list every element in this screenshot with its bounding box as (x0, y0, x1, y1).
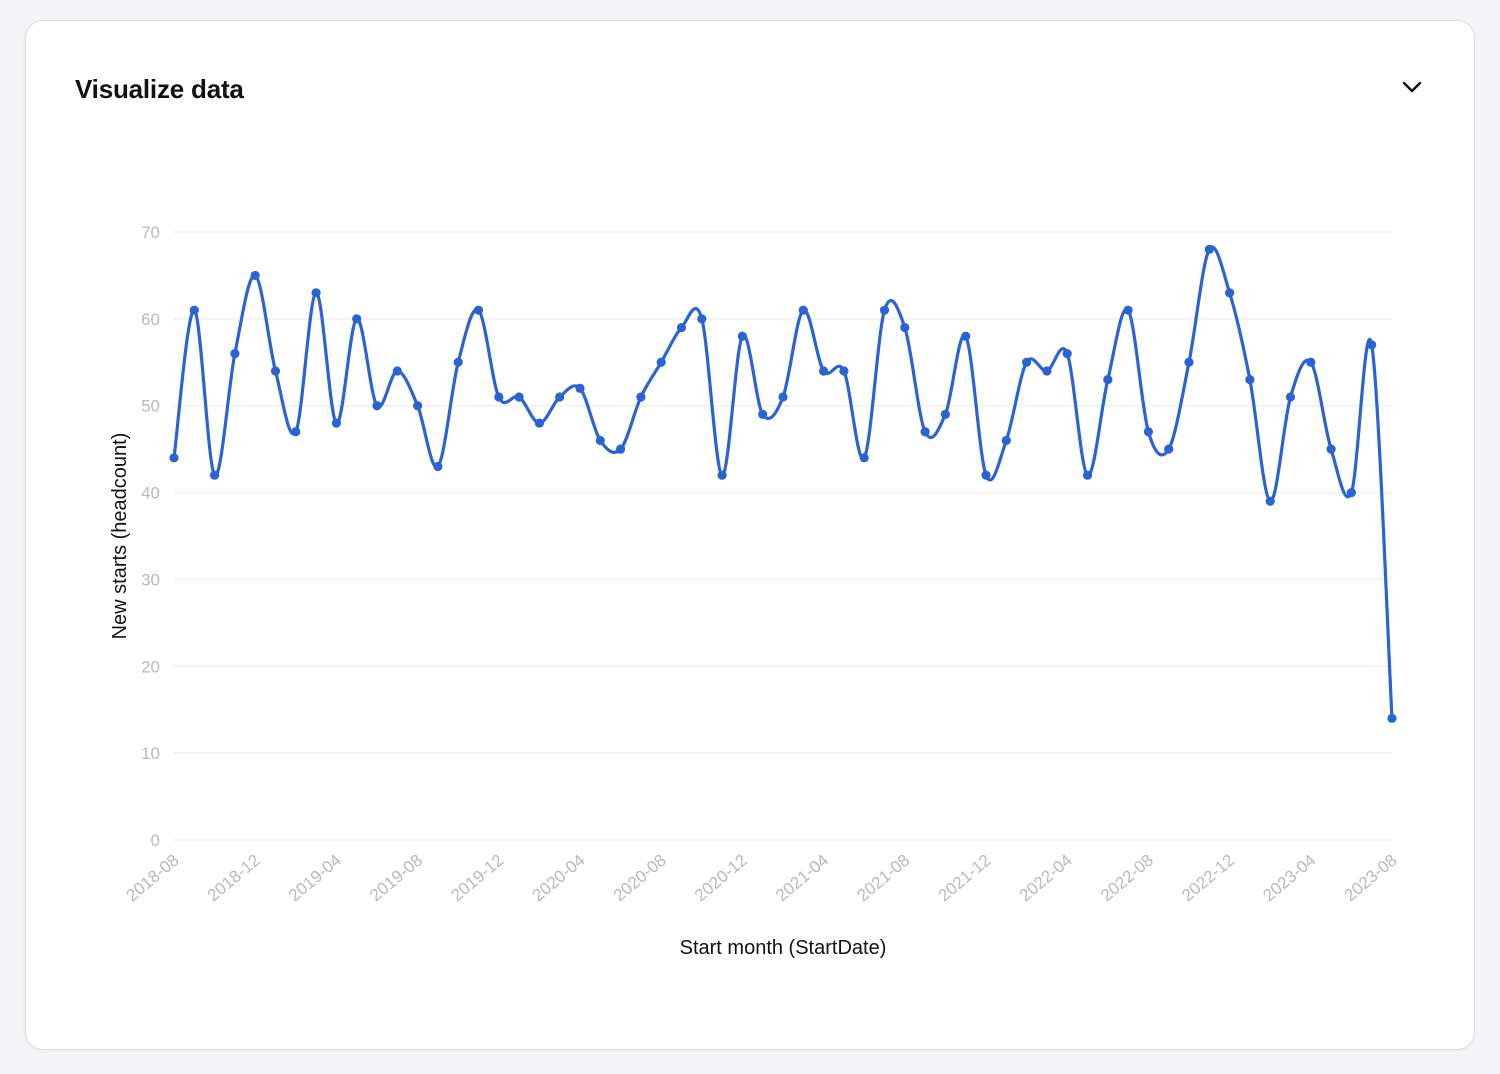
data-point (1022, 357, 1032, 367)
visualize-data-panel: Visualize data (25, 20, 1475, 1050)
data-point (575, 383, 585, 393)
data-point (798, 305, 808, 315)
data-point (1225, 288, 1235, 298)
data-point (189, 305, 199, 315)
data-point (514, 392, 524, 402)
data-point (859, 453, 869, 463)
data-point (169, 453, 179, 463)
x-tick-label: 2018-08 (123, 851, 183, 906)
data-point (1164, 444, 1174, 454)
data-point (413, 401, 423, 411)
data-point (494, 392, 504, 402)
x-tick-label: 2022-04 (1016, 851, 1076, 906)
data-point (1123, 305, 1133, 315)
data-point (1265, 496, 1275, 506)
y-tick-label: 20 (141, 657, 160, 676)
y-tick-label: 50 (141, 397, 160, 416)
x-tick-label: 2020-12 (691, 851, 751, 906)
data-point (1082, 470, 1093, 480)
data-point (1387, 713, 1397, 724)
data-point (1103, 375, 1113, 385)
x-axis-title: Start month (StartDate) (680, 937, 887, 959)
x-tick-label: 2021-04 (772, 851, 832, 906)
data-point (433, 461, 443, 472)
data-point (291, 427, 301, 437)
data-point (270, 366, 281, 376)
data-point (1346, 487, 1356, 498)
data-point (372, 401, 382, 411)
data-point (616, 444, 626, 454)
data-point (900, 322, 910, 333)
x-tick-label: 2019-08 (366, 851, 426, 906)
x-tick-label: 2023-08 (1341, 851, 1401, 906)
x-tick-label: 2018-12 (204, 851, 264, 906)
data-point (595, 435, 605, 446)
data-point (311, 288, 321, 298)
data-point (717, 470, 727, 480)
data-point (981, 470, 991, 480)
data-point (534, 418, 545, 428)
y-tick-label: 10 (141, 744, 160, 763)
x-tick-label: 2019-04 (285, 851, 345, 906)
y-tick-label: 40 (141, 484, 160, 503)
data-point (1326, 444, 1336, 454)
data-point (1285, 392, 1296, 402)
data-point (737, 331, 748, 341)
data-point (1042, 366, 1052, 376)
data-point (1204, 244, 1214, 254)
collapse-toggle-button[interactable] (1398, 73, 1426, 101)
data-point (230, 349, 240, 359)
y-tick-label: 70 (141, 223, 160, 242)
y-tick-label: 60 (141, 310, 160, 329)
data-point (636, 392, 646, 402)
y-axis-title: New starts (headcount) (109, 433, 131, 640)
x-tick-label: 2019-12 (447, 851, 507, 906)
data-point (920, 427, 930, 437)
data-point (473, 305, 484, 315)
data-point (331, 418, 341, 428)
data-point (352, 314, 362, 324)
data-point (555, 392, 565, 402)
data-point (697, 314, 707, 324)
panel-title: Visualize data (75, 74, 244, 104)
data-point (453, 357, 463, 367)
data-point (940, 409, 951, 419)
data-point (879, 305, 890, 315)
x-tick-label: 2022-08 (1097, 851, 1157, 906)
data-point (676, 322, 687, 333)
data-point (819, 366, 829, 376)
data-point (1062, 349, 1072, 359)
data-point (1245, 375, 1255, 385)
data-point (1367, 340, 1377, 350)
x-tick-label: 2020-08 (610, 851, 670, 906)
data-point (758, 409, 768, 419)
data-point (1184, 357, 1194, 367)
x-tick-label: 2023-04 (1259, 851, 1319, 906)
data-point (392, 366, 402, 376)
data-point (1143, 427, 1153, 437)
data-point (1306, 357, 1316, 367)
data-point (839, 366, 849, 376)
data-point (210, 470, 220, 480)
x-tick-label: 2021-08 (853, 851, 913, 906)
x-tick-label: 2021-12 (935, 851, 995, 906)
chevron-down-icon (1402, 81, 1422, 93)
data-point (250, 270, 260, 281)
data-point (1001, 435, 1011, 446)
y-tick-label: 30 (141, 570, 160, 589)
y-tick-label: 0 (151, 831, 160, 850)
x-tick-label: 2022-12 (1178, 851, 1238, 906)
x-tick-label: 2020-04 (529, 851, 589, 906)
data-point (656, 357, 666, 367)
data-point (778, 392, 788, 402)
data-point (961, 331, 971, 341)
